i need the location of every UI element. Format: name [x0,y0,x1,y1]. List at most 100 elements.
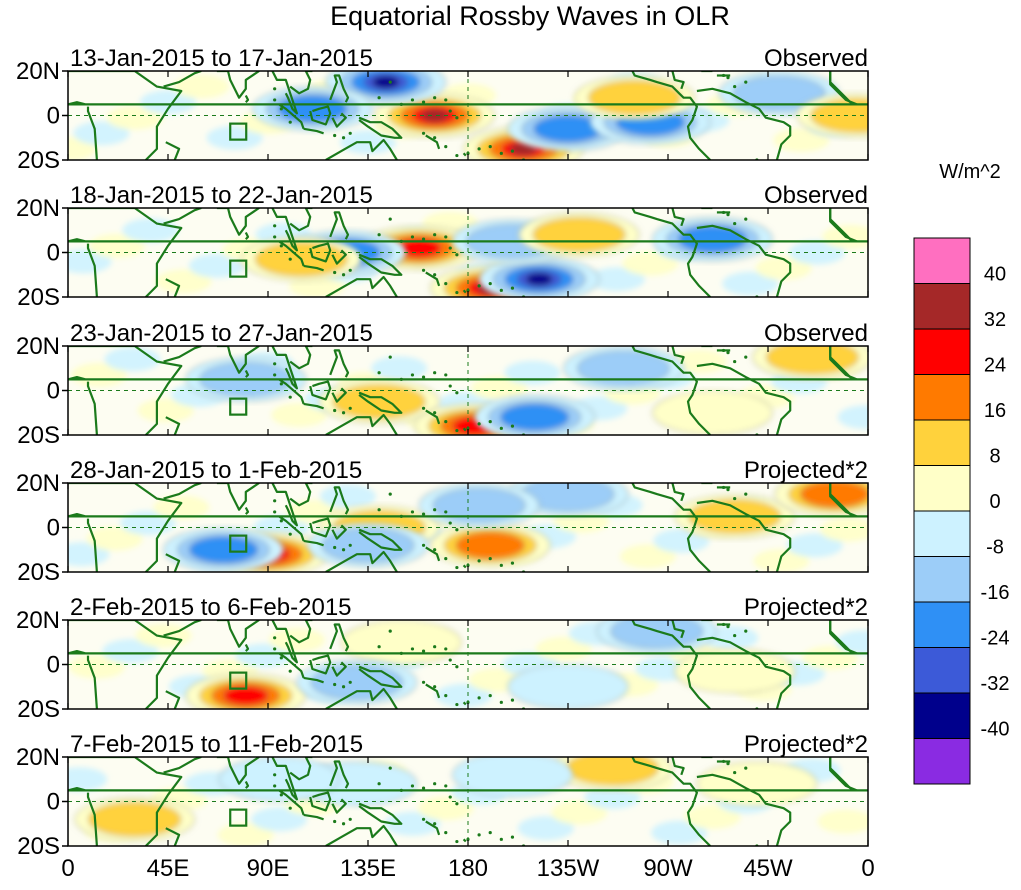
background-anomaly [102,639,159,664]
anom-pos-eastpac [552,757,673,791]
colorbar-swatch [913,601,971,648]
background-anomaly [217,822,274,846]
panel-date-range: 13-Jan-2015 to 17-Jan-2015 [70,45,373,72]
region-box [229,397,248,416]
y-tick-label: 20S [17,284,60,311]
panel-type-label: Projected*2 [744,594,868,621]
background-anomaly [271,402,328,427]
background-anomaly [786,533,843,558]
y-tick-label: 20N [16,195,60,222]
background-anomaly [622,251,679,276]
colorbar-units: W/m^2 [939,161,1001,183]
background-anomaly [417,796,474,821]
colorbar-swatch [913,738,971,785]
background-anomaly [837,405,868,430]
x-tick-label: 90W [643,855,693,882]
background-anomaly [68,654,125,679]
panel-type-label: Observed [764,45,868,72]
region-box [229,259,248,278]
anom-pos-eastpac [518,212,640,257]
y-tick-label: 0 [47,652,60,679]
colorbar-swatch [913,419,971,466]
background-anomaly [88,233,145,258]
background-anomaly [251,807,308,832]
background-anomaly [137,398,194,423]
background-anomaly [384,811,441,836]
x-tick-label: 0 [861,855,874,882]
colorbar-swatch [913,510,971,557]
y-tick-label: 20N [16,470,60,497]
coastlines [68,346,868,435]
background-anomaly [471,376,528,401]
coastlines [68,620,868,709]
panel-date-range: 23-Jan-2015 to 27-Jan-2015 [70,320,373,347]
anom-pos-southpac [429,522,551,568]
x-tick-label: 90E [247,855,290,882]
anom-neg-central [452,757,573,798]
y-tick-label: 0 [47,103,60,130]
background-anomaly [206,125,263,150]
colorbar-level-label: 40 [984,264,1006,286]
background-anomaly [820,517,868,542]
background-anomaly [822,224,868,249]
y-tick-label: 20N [16,333,60,360]
background-anomaly [755,256,812,281]
anom-neg-maritime [296,659,418,705]
y-tick-label: 20S [17,833,60,860]
anom-pos-samerica [652,390,773,435]
colorbar-level-label: -8 [986,537,1004,559]
colorbar-swatch [913,328,971,375]
coastlines [68,757,868,846]
anom-neg-central [418,483,540,528]
colorbar-level-label: 8 [989,446,1000,468]
region-box [229,122,248,141]
y-tick-label: 0 [47,378,60,405]
panel-date-range: 18-Jan-2015 to 22-Jan-2015 [70,182,373,209]
colorbar-swatch [913,692,971,739]
x-tick-label: 135E [340,855,396,882]
colorbar-level-label: -24 [981,628,1010,650]
colorbar-swatch [913,283,971,330]
colorbar-swatch [913,647,971,694]
colorbar-swatch [913,465,971,512]
background-anomaly [535,636,592,661]
panel-type-label: Projected*2 [744,731,868,758]
anom-pos-atl [752,346,868,380]
colorbar-level-label: -40 [981,719,1010,741]
background-anomaly [773,127,830,152]
background-anomaly [173,74,230,99]
colorbar-level-label: 32 [984,309,1006,331]
anom-neg-americas [652,216,773,262]
y-tick-label: 0 [47,240,60,267]
anom-pos-americas [696,761,818,807]
anom-pos-io [185,673,307,709]
background-anomaly [588,267,645,292]
background-anomaly [671,349,728,374]
y-tick-label: 20S [17,696,60,723]
colorbar-swatch [913,237,971,284]
region-box [229,808,248,827]
x-tick-label: 45W [743,855,793,882]
colorbar-level-label: 0 [989,491,1000,513]
anom-pos-westpac [341,620,462,665]
panel-type-label: Projected*2 [744,457,868,484]
background-anomaly [517,816,574,841]
panel-type-label: Observed [764,320,868,347]
background-anomaly [817,809,868,834]
x-tick-label: 135W [537,855,600,882]
anom-neg-south [474,394,595,435]
background-anomaly [684,805,741,830]
background-anomaly [86,526,143,551]
y-tick-label: 20S [17,147,60,174]
background-anomaly [802,645,859,670]
region-box [229,534,248,553]
colorbar-swatch [913,556,971,603]
y-tick-label: 20N [16,607,60,634]
y-tick-label: 20N [16,744,60,771]
background-anomaly [620,544,676,569]
panel-3: 20N 0 20S 23-Jan-2015 to 27-Jan-2015 Observe… [16,320,869,449]
background-anomaly [68,767,108,792]
colorbar-level-label: -16 [981,582,1010,604]
x-tick-label: 45E [147,855,190,882]
